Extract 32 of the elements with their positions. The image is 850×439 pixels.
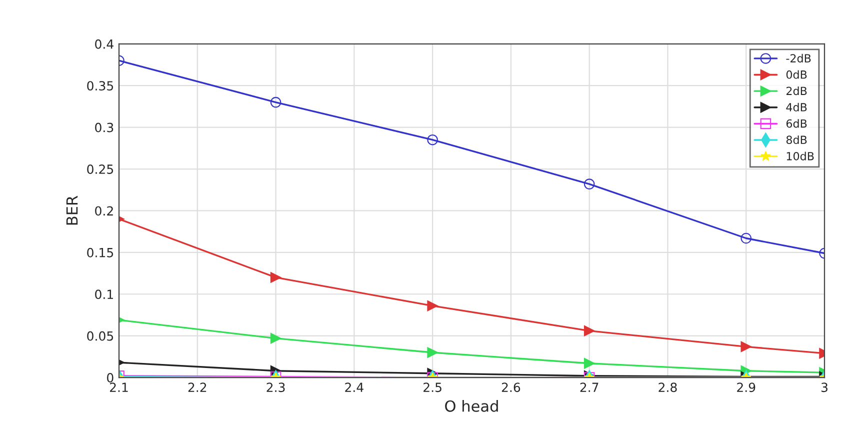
x-tick-label: 2.5 — [424, 382, 442, 392]
point — [740, 232, 752, 244]
legend-label: 2dB — [786, 86, 807, 96]
y-tick-label: 0.1 — [95, 290, 113, 300]
y-tick-label: 0.15 — [87, 248, 114, 258]
y-tick-label: 0.2 — [95, 206, 113, 216]
point — [584, 178, 595, 190]
point — [270, 96, 282, 108]
x-tick-label: 2.6 — [502, 382, 520, 392]
x-tick-label: 3 — [821, 382, 828, 392]
x-tick-label: 2.2 — [188, 382, 206, 392]
x-tick-label: 2.4 — [345, 382, 364, 392]
y-tick-label: 0.05 — [87, 331, 114, 341]
legend-label: 8dB — [786, 135, 807, 144]
y-tick-label: 0.3 — [95, 122, 114, 132]
legend-label: -2dB — [786, 54, 811, 62]
x-tick-label: 2.7 — [580, 382, 598, 392]
point — [427, 134, 438, 146]
x-tick-label: 2.1 — [110, 382, 128, 392]
y-tick-label: 0.25 — [87, 164, 114, 174]
legend-label: 10dB — [786, 152, 814, 160]
legend-label: 4dB — [786, 102, 807, 112]
y-axis-title: BER — [66, 196, 78, 225]
x-tick-label: 2.9 — [737, 382, 756, 392]
y-tick-label: 0.4 — [95, 39, 114, 49]
x-tick-label: 2.8 — [658, 382, 677, 392]
legend-label: 0dB — [786, 70, 807, 79]
legend-label: 6dB — [786, 119, 807, 128]
y-tick-label: 0.35 — [87, 81, 114, 91]
y-tick-label: 0 — [107, 373, 114, 382]
x-axis-title: O head — [445, 400, 498, 412]
x-tick-label: 2.3 — [266, 382, 285, 392]
